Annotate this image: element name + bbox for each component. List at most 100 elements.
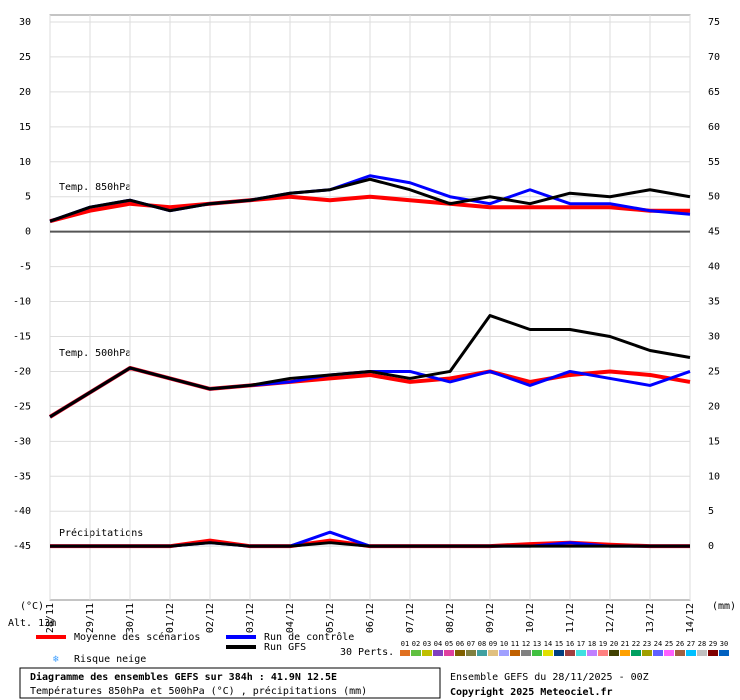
y2-tick-label: 65 — [708, 87, 720, 98]
y2-tick-label: 35 — [708, 297, 720, 308]
pert-swatch — [433, 650, 443, 656]
x-tick-label: 03/12 — [245, 603, 256, 633]
y-tick-label: 0 — [25, 227, 31, 238]
pert-label: 22 — [632, 640, 640, 648]
pert-label: 13 — [533, 640, 541, 648]
pert-label: 11 — [511, 640, 519, 648]
legend-label: Moyenne des scénarios — [74, 631, 200, 643]
y-tick-label: -25 — [13, 401, 31, 412]
y-tick-label: -35 — [13, 471, 31, 482]
y2-tick-label: 10 — [708, 471, 720, 482]
x-tick-label: 30/11 — [125, 603, 136, 633]
y2-tick-label: 45 — [708, 227, 720, 238]
pert-label: 15 — [555, 640, 563, 648]
pert-swatch — [609, 650, 619, 656]
pert-label: 29 — [709, 640, 717, 648]
y-tick-label: -5 — [19, 262, 31, 273]
pert-label: 27 — [687, 640, 695, 648]
pert-label: 05 — [445, 640, 453, 648]
pert-label: 24 — [654, 640, 662, 648]
pert-swatch — [664, 650, 674, 656]
x-tick-label: 07/12 — [405, 603, 416, 633]
pert-swatch — [499, 650, 509, 656]
pert-swatch — [466, 650, 476, 656]
pert-swatch — [642, 650, 652, 656]
pert-label: 18 — [588, 640, 596, 648]
pert-swatch — [477, 650, 487, 656]
y2-tick-label: 55 — [708, 157, 720, 168]
x-tick-label: 10/12 — [525, 603, 536, 633]
x-tick-label: 04/12 — [285, 603, 296, 633]
x-tick-label: 11/12 — [565, 603, 576, 633]
footer-box — [19, 667, 441, 699]
y-tick-label: -45 — [13, 541, 31, 552]
pert-swatch — [697, 650, 707, 656]
y-tick-label: 10 — [19, 157, 31, 168]
pert-label: 30 — [720, 640, 728, 648]
pert-label: 06 — [456, 640, 464, 648]
footer-run: Ensemble GEFS du 28/11/2025 - 00Z — [450, 672, 649, 683]
pert-swatch — [455, 650, 465, 656]
x-tick-label: 05/12 — [325, 603, 336, 633]
pert-swatch — [422, 650, 432, 656]
x-tick-label: 28/11 — [45, 603, 56, 633]
pert-swatch — [488, 650, 498, 656]
y2-tick-label: 25 — [708, 366, 720, 377]
y2-tick-label: 60 — [708, 122, 720, 133]
y-tick-label: -20 — [13, 366, 31, 377]
footer-copyright: Copyright 2025 Meteociel.fr — [450, 686, 613, 698]
y-tick-label: 30 — [19, 17, 31, 28]
x-tick-label: 09/12 — [485, 603, 496, 633]
panel-label: Temp. 850hPa — [59, 182, 131, 193]
pert-swatch — [510, 650, 520, 656]
pert-swatch — [719, 650, 729, 656]
y2-tick-label: 5 — [708, 506, 714, 517]
y2-tick-label: 30 — [708, 332, 720, 343]
y-tick-label: -10 — [13, 297, 31, 308]
pert-label: 09 — [489, 640, 497, 648]
pert-swatch — [587, 650, 597, 656]
y-axis-label: (°C) — [20, 601, 44, 612]
pert-swatch — [400, 650, 410, 656]
series-line — [49, 177, 691, 223]
pert-label: 16 — [566, 640, 574, 648]
y-tick-label: 15 — [19, 122, 31, 133]
x-tick-label: 08/12 — [445, 603, 456, 633]
pert-swatch — [411, 650, 421, 656]
x-tick-label: 12/12 — [605, 603, 616, 633]
series-line — [49, 314, 691, 419]
pert-label: 26 — [676, 640, 684, 648]
pert-label: 02 — [412, 640, 420, 648]
pert-label: 08 — [478, 640, 486, 648]
y-tick-label: -15 — [13, 332, 31, 343]
x-tick-label: 13/12 — [645, 603, 656, 633]
pert-swatch — [576, 650, 586, 656]
y2-axis-label: (mm) — [712, 601, 736, 612]
pert-label: 19 — [599, 640, 607, 648]
x-tick-label: 29/11 — [85, 603, 96, 633]
pert-swatch — [686, 650, 696, 656]
y-tick-label: 5 — [25, 192, 31, 203]
pert-swatch — [444, 650, 454, 656]
pert-label: 03 — [423, 640, 431, 648]
y-tick-label: 20 — [19, 87, 31, 98]
pert-label: 10 — [500, 640, 508, 648]
y-tick-label: -30 — [13, 436, 31, 447]
footer-subtitle: Températures 850hPa et 500hPa (°C) , pré… — [30, 685, 367, 697]
y-tick-label: -40 — [13, 506, 31, 517]
x-tick-label: 14/12 — [685, 603, 696, 633]
pert-swatch — [565, 650, 575, 656]
pert-swatch — [631, 650, 641, 656]
pert-label: 12 — [522, 640, 530, 648]
x-tick-label: 02/12 — [205, 603, 216, 633]
panel-label: Précipitations — [59, 527, 143, 539]
panel-label: Temp. 500hPa — [59, 348, 131, 359]
altitude: Alt. 13m — [8, 618, 56, 629]
pert-label: 04 — [434, 640, 442, 648]
pert-label: 21 — [621, 640, 629, 648]
pert-label: 17 — [577, 640, 585, 648]
pert-label: 07 — [467, 640, 475, 648]
pert-label: 20 — [610, 640, 618, 648]
legend-label: Run GFS — [264, 642, 306, 653]
y-tick-label: 25 — [19, 52, 31, 63]
